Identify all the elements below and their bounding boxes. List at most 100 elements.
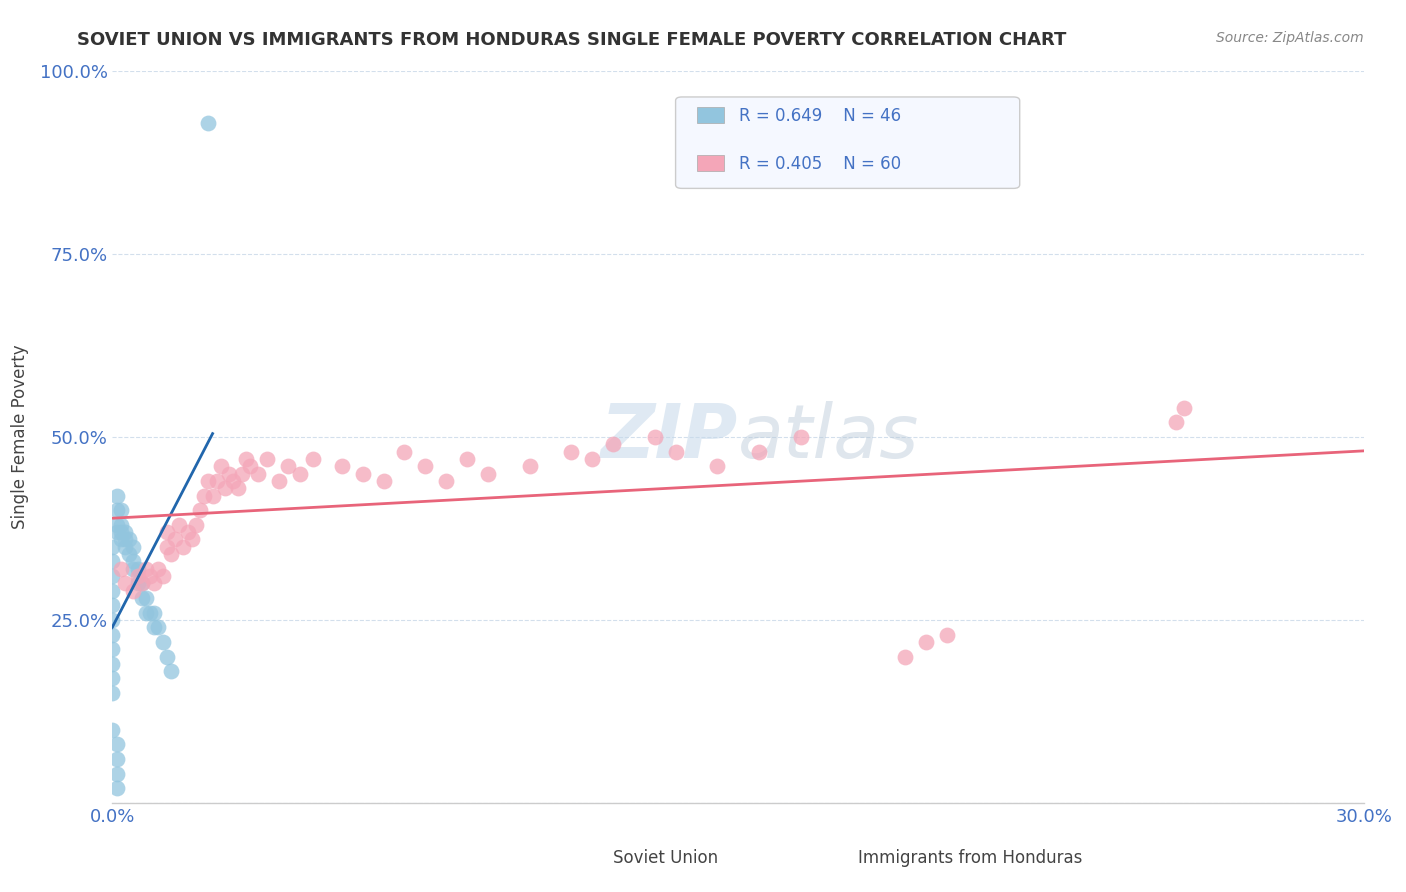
Point	[135, 591, 157, 605]
Point	[114, 533, 136, 547]
Point	[143, 606, 166, 620]
Point	[247, 467, 270, 481]
Point	[139, 606, 162, 620]
Point	[330, 459, 353, 474]
FancyBboxPatch shape	[818, 850, 846, 866]
FancyBboxPatch shape	[675, 97, 1019, 188]
Point	[156, 540, 179, 554]
Point	[101, 657, 124, 671]
Point	[148, 562, 170, 576]
Point	[1173, 401, 1195, 415]
Point	[352, 467, 374, 481]
Point	[301, 452, 323, 467]
Point	[135, 606, 157, 620]
Point	[160, 547, 183, 561]
Point	[152, 569, 174, 583]
Point	[935, 627, 957, 641]
Point	[105, 752, 128, 766]
Point	[706, 459, 728, 474]
Point	[644, 430, 666, 444]
Text: Soviet Union: Soviet Union	[613, 848, 718, 867]
Point	[131, 591, 153, 605]
Point	[235, 452, 257, 467]
Text: SOVIET UNION VS IMMIGRANTS FROM HONDURAS SINGLE FEMALE POVERTY CORRELATION CHART: SOVIET UNION VS IMMIGRANTS FROM HONDURAS…	[77, 31, 1067, 49]
Point	[101, 672, 124, 686]
Point	[373, 474, 395, 488]
Point	[105, 489, 128, 503]
Point	[152, 635, 174, 649]
Point	[127, 576, 149, 591]
Point	[156, 649, 179, 664]
Point	[184, 517, 207, 532]
Point	[790, 430, 813, 444]
Point	[110, 517, 132, 532]
Point	[180, 533, 202, 547]
Point	[148, 620, 170, 634]
Point	[477, 467, 499, 481]
Point	[1164, 416, 1187, 430]
Point	[167, 517, 190, 532]
Point	[434, 474, 457, 488]
Point	[127, 562, 149, 576]
Point	[290, 467, 312, 481]
Point	[201, 489, 224, 503]
FancyBboxPatch shape	[697, 107, 724, 123]
Point	[197, 115, 219, 129]
Point	[560, 444, 582, 458]
Text: Source: ZipAtlas.com: Source: ZipAtlas.com	[1216, 31, 1364, 45]
Point	[110, 503, 132, 517]
Point	[163, 533, 186, 547]
Point	[105, 781, 128, 796]
Point	[269, 474, 291, 488]
Point	[894, 649, 917, 664]
Point	[101, 583, 124, 598]
Point	[222, 474, 245, 488]
Y-axis label: Single Female Poverty: Single Female Poverty	[10, 345, 28, 529]
Point	[231, 467, 253, 481]
Point	[122, 540, 145, 554]
FancyBboxPatch shape	[697, 154, 724, 171]
Point	[114, 576, 136, 591]
Point	[915, 635, 938, 649]
Point	[101, 599, 124, 613]
Point	[143, 620, 166, 634]
Point	[101, 642, 124, 657]
Point	[127, 569, 149, 583]
Point	[110, 562, 132, 576]
Point	[105, 525, 128, 540]
Point	[665, 444, 688, 458]
Text: ZIP: ZIP	[600, 401, 738, 474]
Text: R = 0.649    N = 46: R = 0.649 N = 46	[740, 107, 901, 125]
Point	[214, 481, 236, 495]
Point	[209, 459, 232, 474]
Point	[581, 452, 603, 467]
Point	[172, 540, 194, 554]
Point	[114, 540, 136, 554]
Point	[239, 459, 262, 474]
Point	[118, 547, 141, 561]
Point	[122, 562, 145, 576]
Point	[193, 489, 215, 503]
Text: atlas: atlas	[738, 401, 920, 473]
Point	[394, 444, 416, 458]
Point	[413, 459, 436, 474]
Text: R = 0.405    N = 60: R = 0.405 N = 60	[740, 154, 901, 172]
Point	[519, 459, 541, 474]
Point	[205, 474, 228, 488]
Point	[256, 452, 278, 467]
Point	[748, 444, 770, 458]
Point	[131, 576, 153, 591]
Point	[226, 481, 249, 495]
Point	[101, 723, 124, 737]
Point	[105, 517, 128, 532]
Point	[176, 525, 198, 540]
Point	[110, 525, 132, 540]
FancyBboxPatch shape	[574, 850, 600, 866]
Point	[122, 583, 145, 598]
Point	[143, 576, 166, 591]
Point	[118, 533, 141, 547]
Point	[110, 533, 132, 547]
Point	[456, 452, 478, 467]
Point	[135, 562, 157, 576]
Point	[101, 554, 124, 568]
